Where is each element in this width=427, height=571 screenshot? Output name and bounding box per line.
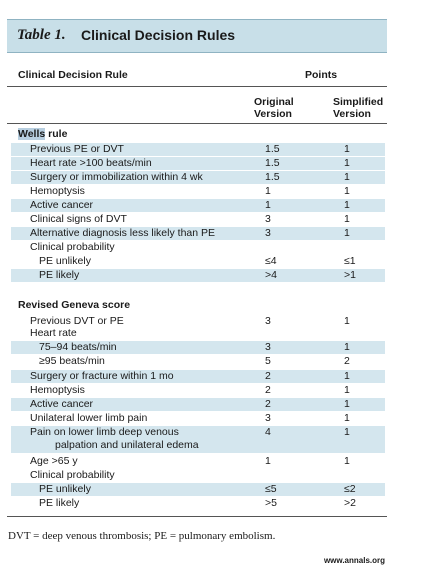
- table-row: 75–94 beats/min 3 1: [11, 341, 385, 354]
- points-divider: [7, 86, 387, 87]
- website-credit[interactable]: www.annals.org: [323, 556, 385, 565]
- table-row: ≥95 beats/min 5 2: [39, 355, 350, 367]
- table-row: Unilateral lower limb pain 3 1: [30, 412, 350, 424]
- table-row: Pain on lower limb deep venous palpation …: [11, 426, 385, 453]
- table-row: Heart rate: [30, 327, 77, 339]
- table-footnote: DVT = deep venous thrombosis; PE = pulmo…: [8, 530, 276, 542]
- table-row: Active cancer 2 1: [11, 398, 385, 411]
- table-row: Clinical signs of DVT 3 1: [30, 213, 350, 225]
- table-row: Hemoptysis 2 1: [30, 384, 350, 396]
- geneva-section-title: Revised Geneva score: [18, 299, 131, 311]
- col-header-simplified-1: Simplified: [333, 96, 384, 108]
- table-bottom-rule: [7, 516, 387, 517]
- col-header-original-1: Original: [254, 96, 294, 108]
- table-row: PE unlikely ≤5 ≤2: [11, 483, 385, 496]
- table-row: Clinical probability: [30, 469, 115, 481]
- table-title-bar: Table 1. Clinical Decision Rules: [7, 19, 387, 53]
- wells-title-highlight: Wells: [18, 128, 46, 140]
- col-header-original-2: Version: [254, 108, 292, 120]
- table-row: Previous PE or DVT 1.5 1: [11, 143, 385, 156]
- wells-section-title: Wells rule: [18, 128, 67, 140]
- col-header-points: Points: [305, 69, 338, 81]
- col-header-rule: Clinical Decision Rule: [18, 69, 128, 81]
- table-row: Previous DVT or PE 3 1: [30, 315, 350, 327]
- table-row: Clinical probability: [30, 241, 115, 253]
- table-row: Active cancer 1 1: [11, 199, 385, 212]
- table-row: PE likely >4 >1: [11, 269, 385, 282]
- header-divider: [7, 123, 387, 124]
- col-header-simplified-2: Version: [333, 108, 371, 120]
- table-row: Alternative diagnosis less likely than P…: [11, 227, 385, 240]
- wells-title-rest: rule: [45, 128, 68, 140]
- table-row: Heart rate >100 beats/min 1.5 1: [11, 157, 385, 170]
- table-number: Table 1.: [17, 27, 66, 43]
- table-row: Hemoptysis 1 1: [30, 185, 350, 197]
- table-row: PE likely >5 >2: [39, 497, 356, 509]
- table-title: Clinical Decision Rules: [81, 27, 236, 43]
- table-row: PE unlikely ≤4 ≤1: [39, 255, 356, 267]
- table-row: Surgery or immobilization within 4 wk 1.5…: [11, 171, 385, 184]
- table-row: Surgery or fracture within 1 mo 2 1: [11, 370, 385, 383]
